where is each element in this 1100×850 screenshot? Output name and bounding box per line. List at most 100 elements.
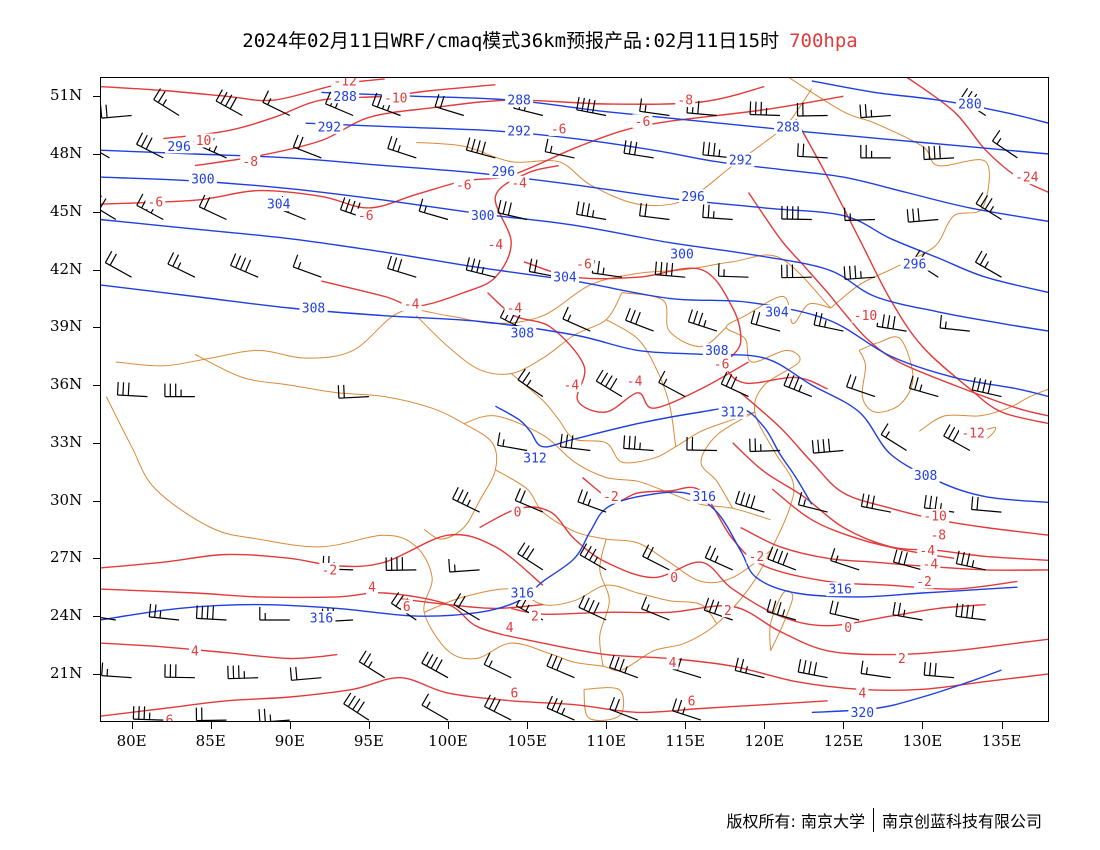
wind-barb xyxy=(974,250,1002,278)
lat-tick-label: 36N xyxy=(50,375,83,394)
wind-barb xyxy=(797,492,828,513)
temperature-contour-label: 2 xyxy=(724,604,732,619)
wind-barb xyxy=(641,596,670,621)
wind-barb xyxy=(704,545,733,571)
temperature-contour-label: -6 xyxy=(456,178,472,193)
height-contour-label: 304 xyxy=(765,305,789,320)
wind-barb xyxy=(452,487,480,513)
temperature-contour-label-bg xyxy=(668,570,681,585)
wind-barb xyxy=(289,666,322,681)
wind-barb xyxy=(483,694,512,721)
height-contour-label: 312 xyxy=(721,406,744,421)
wind-barb xyxy=(955,603,986,621)
temperature-contour-label: -4 xyxy=(919,544,935,559)
wind-barb xyxy=(975,192,1002,221)
height-contour-label: 308 xyxy=(705,344,728,359)
temperature-contour-label: 0 xyxy=(844,621,852,636)
boundary-line xyxy=(463,415,771,521)
temperature-contour-label: -8 xyxy=(930,529,946,544)
wind-barb xyxy=(195,605,227,621)
wind-barb xyxy=(418,198,449,221)
wind-barb xyxy=(514,488,544,513)
wind-barb xyxy=(843,265,876,280)
wind-barb xyxy=(215,89,243,117)
wind-barb xyxy=(717,263,749,278)
boundary-line xyxy=(495,469,771,584)
temperature-contour-label: 0 xyxy=(514,506,522,521)
wind-barb xyxy=(483,652,512,679)
temperature-contour-label-bg xyxy=(528,609,541,624)
height-contour-label-bg xyxy=(718,405,747,420)
wind-barb xyxy=(116,381,148,398)
lat-tick xyxy=(93,500,100,502)
temperature-contour-label: 4 xyxy=(191,644,199,659)
wind-barb xyxy=(227,665,259,680)
wind-barb xyxy=(448,558,480,573)
height-contour-label-bg xyxy=(762,304,791,319)
temperature-contour-label-bg xyxy=(895,651,908,666)
lat-tick xyxy=(93,558,100,560)
temperature-contour-label-bg xyxy=(453,177,474,192)
height-contour-label-bg xyxy=(551,270,580,285)
wind-barb xyxy=(811,438,844,454)
temperature-contour-label-bg xyxy=(632,114,653,129)
wind-barb xyxy=(132,706,164,721)
wind-barb xyxy=(767,546,797,571)
height-contour-label: 316 xyxy=(511,587,534,602)
height-contour-label: 308 xyxy=(511,327,534,342)
temperature-contour-label: -6 xyxy=(576,257,592,272)
boundary-line xyxy=(919,388,1049,432)
lat-tick xyxy=(93,673,100,675)
company-text: 南京创蓝科技有限公司 xyxy=(881,812,1042,831)
wind-barb xyxy=(576,96,607,117)
temperature-contour-label-bg xyxy=(624,374,645,389)
lon-tick xyxy=(764,722,766,729)
temperature-contour-label: -6 xyxy=(358,209,374,224)
temperature-contour-label: 6 xyxy=(403,600,411,615)
wind-barb xyxy=(343,692,370,721)
wind-barb xyxy=(783,373,813,398)
temperature-contour-line xyxy=(163,84,496,140)
temperature-contour-label-bg xyxy=(319,562,340,577)
lat-tick xyxy=(93,616,100,618)
wind-barb xyxy=(734,657,765,679)
temperature-contour-label: 4 xyxy=(368,581,376,596)
boundary-line xyxy=(510,373,755,464)
lon-tick xyxy=(210,722,212,729)
boundary-line xyxy=(194,353,498,540)
boundary-line xyxy=(858,336,914,413)
wind-barb xyxy=(797,659,828,679)
height-contour-line xyxy=(811,669,1002,714)
height-contour-label: 308 xyxy=(914,469,937,484)
wind-barb xyxy=(434,94,464,117)
height-contour-label-bg xyxy=(505,93,534,108)
lat-tick-label: 39N xyxy=(50,317,83,336)
wind-barb xyxy=(766,599,797,621)
height-contour-label: 292 xyxy=(729,153,752,168)
wind-barb xyxy=(860,660,891,679)
height-contour-label-bg xyxy=(702,343,731,358)
height-contour-label: 308 xyxy=(302,302,325,317)
height-contour-label: 296 xyxy=(492,165,515,180)
wind-barb xyxy=(559,433,591,452)
temperature-contour-line xyxy=(740,392,1049,536)
wind-barb xyxy=(781,205,812,221)
wind-barb xyxy=(546,695,575,721)
temperature-contour-label-bg xyxy=(511,505,524,520)
wind-barb xyxy=(625,307,654,332)
temperature-contour-label: -4 xyxy=(488,238,504,253)
height-contour-label-bg xyxy=(188,172,217,187)
wind-barb xyxy=(796,102,828,117)
temperature-contour-label-bg xyxy=(508,686,521,701)
temperature-contour-label: 2 xyxy=(898,652,906,667)
wind-barb xyxy=(906,208,939,223)
lon-tick xyxy=(1001,722,1003,729)
temperature-contour-label: -10 xyxy=(188,134,211,149)
lon-tick xyxy=(843,722,845,729)
lon-tick xyxy=(289,722,291,729)
copyright-text: 版权所有: 南京大学 xyxy=(726,812,865,831)
wind-barb xyxy=(623,435,654,452)
lat-tick-label: 45N xyxy=(50,201,83,220)
wind-barb xyxy=(100,195,117,221)
contour-label-layer: -12-10-10-8-8-6-6-6-6-6-4-4-4-4-4 -4-6-6-… xyxy=(145,77,1041,722)
